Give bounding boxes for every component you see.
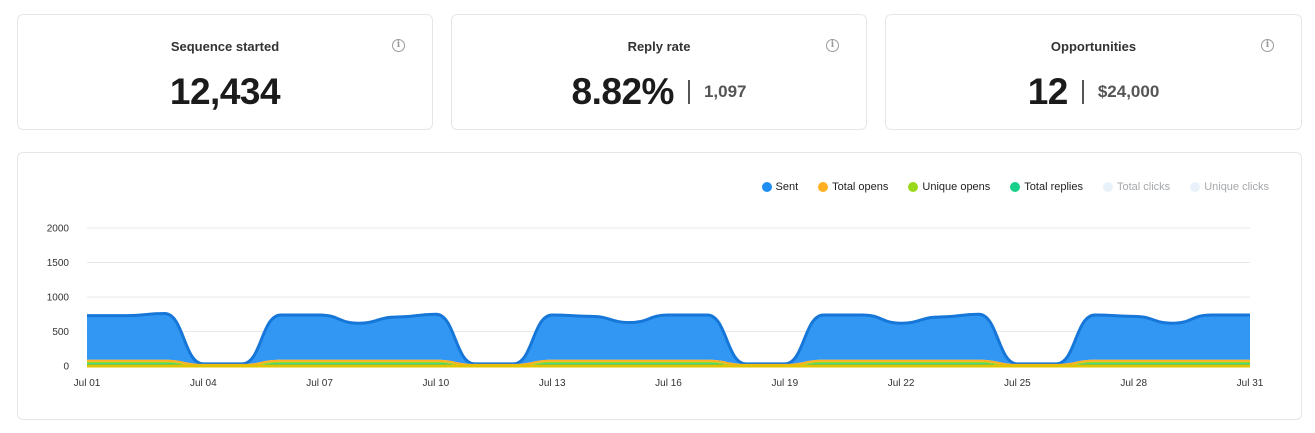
legend-item-unique-clicks[interactable]: Unique clicks	[1190, 181, 1269, 193]
x-tick-label: Jul 22	[888, 378, 915, 389]
stat-value-row: 8.82% 1,097	[452, 71, 866, 113]
area-sent	[87, 313, 1250, 364]
stat-separator	[1081, 80, 1084, 104]
y-tick-label: 2000	[47, 224, 70, 235]
x-tick-label: Jul 10	[423, 378, 450, 389]
stat-title: Reply rate	[627, 39, 691, 54]
area-unique-opens	[87, 361, 1250, 366]
x-tick-label: Jul 31	[1237, 378, 1264, 389]
stat-value: 12,434	[169, 71, 281, 112]
legend-dot	[1010, 182, 1021, 192]
legend-item-sent[interactable]: Sent	[761, 181, 799, 193]
stat-sub-value: 1,097	[703, 82, 747, 101]
x-tick-label: Jul 16	[655, 378, 682, 389]
area-total-opens	[87, 359, 1250, 366]
legend-label: Sent	[775, 181, 799, 193]
chart-card: 0 500 1000 1500 2000 Jul 01 Jul 04 Jul 07 Jul 10…	[17, 152, 1302, 420]
legend-label: Unique clicks	[1204, 181, 1269, 193]
x-tick-label: Jul 04	[190, 378, 217, 389]
y-tick-label: 1000	[47, 293, 70, 304]
legend-item-total-clicks[interactable]: Total clicks	[1103, 181, 1170, 193]
y-tick-label: 500	[52, 327, 69, 338]
stat-card-reply-rate: Reply rate i 8.82% 1,097	[451, 14, 867, 130]
legend-item-total-replies[interactable]: Total replies	[1010, 181, 1083, 193]
legend-item-unique-opens[interactable]: Unique opens	[908, 181, 990, 193]
stat-title: Sequence started	[170, 39, 280, 54]
y-tick-label: 0	[63, 362, 69, 373]
chart-legend: Sent Total opens Unique opens Total repl…	[742, 181, 1269, 193]
stat-value: 8.82%	[571, 71, 675, 112]
x-tick-label: Jul 19	[771, 378, 798, 389]
info-icon[interactable]: i	[392, 39, 405, 52]
x-tick-label: Jul 25	[1004, 378, 1031, 389]
legend-label: Total replies	[1024, 181, 1083, 193]
legend-dot	[761, 182, 772, 192]
stat-title: Opportunities	[1050, 39, 1137, 54]
x-tick-label: Jul 07	[306, 378, 333, 389]
legend-item-total-opens[interactable]: Total opens	[818, 181, 888, 193]
y-tick-label: 1500	[47, 258, 70, 269]
stat-value: 12	[1027, 71, 1069, 112]
stat-card-opportunities: Opportunities i 12 $24,000	[885, 14, 1302, 130]
stat-card-sequence-started: Sequence started i 12,434	[17, 14, 433, 130]
stat-sub-value: $24,000	[1097, 82, 1160, 101]
stat-value-row: 12 $24,000	[886, 71, 1301, 113]
info-icon[interactable]: i	[1261, 39, 1274, 52]
stat-value-row: 12,434	[18, 71, 432, 113]
x-tick-label: Jul 01	[74, 378, 101, 389]
legend-dot	[1103, 182, 1113, 192]
legend-dot	[1190, 182, 1201, 192]
activity-chart: 0 500 1000 1500 2000 Jul 01 Jul 04 Jul 07 Jul 10…	[47, 224, 1264, 390]
legend-dot	[818, 182, 829, 192]
legend-label: Total opens	[832, 181, 889, 193]
info-icon[interactable]: i	[826, 39, 839, 52]
x-tick-label: Jul 13	[539, 378, 566, 389]
stat-separator	[687, 80, 690, 104]
legend-label: Unique opens	[922, 181, 991, 193]
x-tick-label: Jul 28	[1120, 378, 1147, 389]
legend-label: Total clicks	[1117, 181, 1171, 193]
legend-dot	[908, 182, 919, 192]
